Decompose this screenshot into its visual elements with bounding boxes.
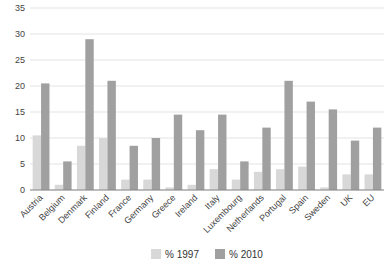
bar xyxy=(351,141,359,190)
legend-label: % 1997 xyxy=(165,249,199,260)
bar xyxy=(55,185,63,190)
bar xyxy=(298,167,306,190)
y-tick-label: 30 xyxy=(15,29,25,39)
x-axis: AustriaBelgiumDenmarkFinlandFranceGerman… xyxy=(18,192,377,235)
y-tick-label: 0 xyxy=(20,185,25,195)
y-tick-label: 5 xyxy=(20,159,25,169)
bar xyxy=(373,128,381,190)
bars xyxy=(33,39,382,190)
chart-container: 0 5 10 15 20 25 30 35 AustriaBelgiumDenmarkFinla… xyxy=(0,0,392,265)
x-tick-label: Ireland xyxy=(173,193,200,220)
bar xyxy=(276,169,284,190)
bar xyxy=(99,138,107,190)
bar xyxy=(143,180,151,190)
legend-label: % 2010 xyxy=(229,249,263,260)
y-tick-label: 10 xyxy=(15,133,25,143)
grid-line xyxy=(30,34,384,35)
bar xyxy=(262,128,270,190)
y-tick-label: 25 xyxy=(15,55,25,65)
bar xyxy=(152,138,160,190)
bar xyxy=(218,115,226,190)
x-tick-label: Portugal xyxy=(257,193,288,224)
bar xyxy=(210,169,218,190)
legend-swatch xyxy=(151,249,161,259)
bar xyxy=(196,130,204,190)
bar xyxy=(240,161,248,190)
bar xyxy=(329,109,337,190)
x-tick-label: Germany xyxy=(122,192,156,226)
bar xyxy=(121,180,129,190)
bar xyxy=(254,172,262,190)
grid-line xyxy=(30,8,384,9)
bar xyxy=(41,83,49,190)
bar xyxy=(232,180,240,190)
grid-line xyxy=(30,190,384,191)
bar xyxy=(63,161,71,190)
bar xyxy=(284,81,292,190)
x-tick-label: Italy xyxy=(203,192,222,211)
x-axis-line xyxy=(30,190,384,191)
x-tick-label: Greece xyxy=(150,193,178,221)
bar xyxy=(130,146,138,190)
bar xyxy=(342,174,350,190)
x-tick-label: UK xyxy=(339,193,355,209)
bar xyxy=(188,185,196,190)
y-tick-label: 15 xyxy=(15,107,25,117)
bar xyxy=(307,102,315,190)
grid-line xyxy=(30,60,384,61)
bar xyxy=(174,115,182,190)
x-tick-label: Denmark xyxy=(56,192,89,225)
legend: % 1997 % 2010 xyxy=(151,249,263,260)
legend-swatch xyxy=(215,249,225,259)
x-tick-label: Finland xyxy=(83,193,111,221)
bar xyxy=(77,146,85,190)
bar xyxy=(365,174,373,190)
x-tick-label: Sweden xyxy=(302,193,332,223)
y-axis: 0 5 10 15 20 25 30 35 xyxy=(15,3,384,195)
grid-line xyxy=(30,86,384,87)
y-tick-label: 20 xyxy=(15,81,25,91)
chart-svg: 0 5 10 15 20 25 30 35 AustriaBelgiumDenmarkFinla… xyxy=(0,0,392,265)
bar xyxy=(33,135,41,190)
x-tick-label: EU xyxy=(361,193,377,209)
bar xyxy=(107,81,115,190)
y-tick-label: 35 xyxy=(15,3,25,13)
bar xyxy=(85,39,93,190)
